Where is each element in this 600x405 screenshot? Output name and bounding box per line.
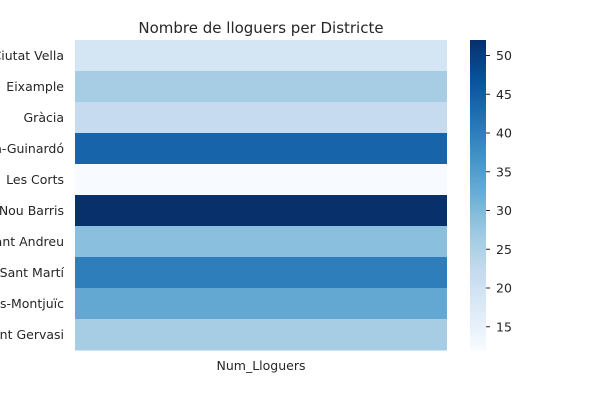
row-tick-label: Ciutat Vella xyxy=(0,48,64,63)
heatmap-cell xyxy=(75,71,447,103)
heatmap-cell xyxy=(75,164,447,196)
colorbar-tick-label: 45 xyxy=(496,87,512,102)
chart-title: Nombre de lloguers per Districte xyxy=(138,19,383,37)
row-tick-label: Sants-Montjuïc xyxy=(0,296,64,311)
colorbar-tick-label: 50 xyxy=(496,48,512,63)
colorbar xyxy=(470,40,486,350)
colorbar-tick-label: 15 xyxy=(496,319,512,334)
colorbar-tick-label: 20 xyxy=(496,281,512,296)
heatmap-cell xyxy=(75,257,447,289)
heatmap-cells xyxy=(75,40,447,351)
row-tick-label: Sant Andreu xyxy=(0,234,64,249)
row-tick-label: Eixample xyxy=(6,79,64,94)
colorbar-tick-label: 30 xyxy=(496,203,512,218)
heatmap-cell xyxy=(75,319,447,351)
heatmap-cell xyxy=(75,226,447,258)
heatmap-cell xyxy=(75,288,447,320)
colorbar-ticks: 15 20 25 30 35 40 45 50 xyxy=(486,48,512,334)
heatmap-cell xyxy=(75,195,447,227)
row-tick-label: Nou Barris xyxy=(0,203,64,218)
row-labels: Ciutat Vella Eixample Gràcia Horta-Guinardó… xyxy=(0,48,65,342)
row-tick-label: Gràcia xyxy=(24,110,65,125)
heatmap-cell xyxy=(75,40,447,72)
row-tick-label: Sant Martí xyxy=(0,265,65,280)
row-tick-label: Les Corts xyxy=(6,172,64,187)
row-tick-label: Horta-Guinardó xyxy=(0,141,64,156)
x-axis-label: Num_Lloguers xyxy=(217,358,306,373)
heatmap-cell xyxy=(75,102,447,134)
heatmap-cell xyxy=(75,133,447,165)
colorbar-tick-label: 25 xyxy=(496,242,512,257)
colorbar-tick-label: 40 xyxy=(496,126,512,141)
colorbar-tick-label: 35 xyxy=(496,164,512,179)
row-tick-label: Sarrià-Sant Gervasi xyxy=(0,327,64,342)
